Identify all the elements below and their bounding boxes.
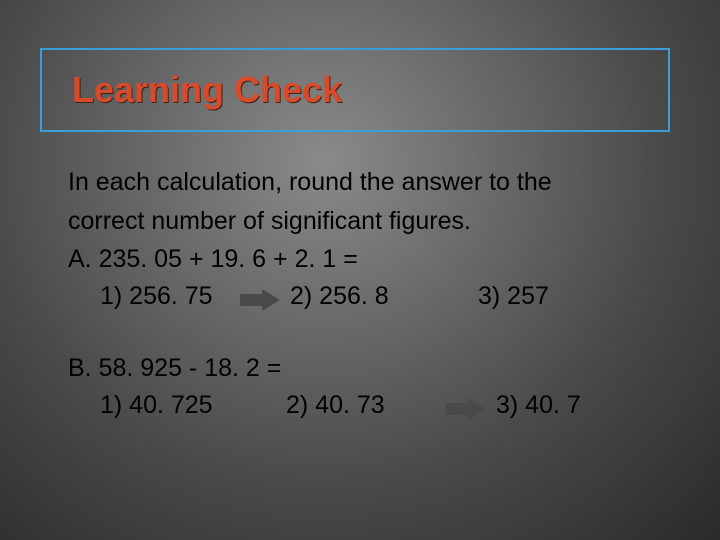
instruction-line-2: correct number of significant figures. — [68, 204, 668, 239]
option-b-2: 2) 40. 73 — [286, 388, 385, 423]
arrow-right-icon — [240, 286, 280, 308]
option-b-1: 1) 40. 725 — [100, 388, 213, 423]
title-text: Learning Check — [72, 69, 342, 111]
question-a-prompt: A. 235. 05 + 19. 6 + 2. 1 = — [68, 242, 668, 277]
arrow-right-icon — [446, 395, 486, 417]
question-b-prompt: B. 58. 925 - 18. 2 = — [68, 351, 668, 386]
content-area: In each calculation, round the answer to… — [68, 165, 668, 422]
option-a-3: 3) 257 — [478, 279, 549, 314]
option-a-1: 1) 256. 75 — [100, 279, 213, 314]
instruction-line-1: In each calculation, round the answer to… — [68, 165, 668, 200]
option-b-3: 3) 40. 7 — [496, 388, 581, 423]
question-a-options: 1) 256. 75 2) 256. 8 3) 257 — [68, 279, 668, 314]
title-box: Learning Check — [40, 48, 670, 132]
option-a-2: 2) 256. 8 — [290, 279, 389, 314]
question-b-options: 1) 40. 725 2) 40. 73 3) 40. 7 — [68, 388, 668, 423]
